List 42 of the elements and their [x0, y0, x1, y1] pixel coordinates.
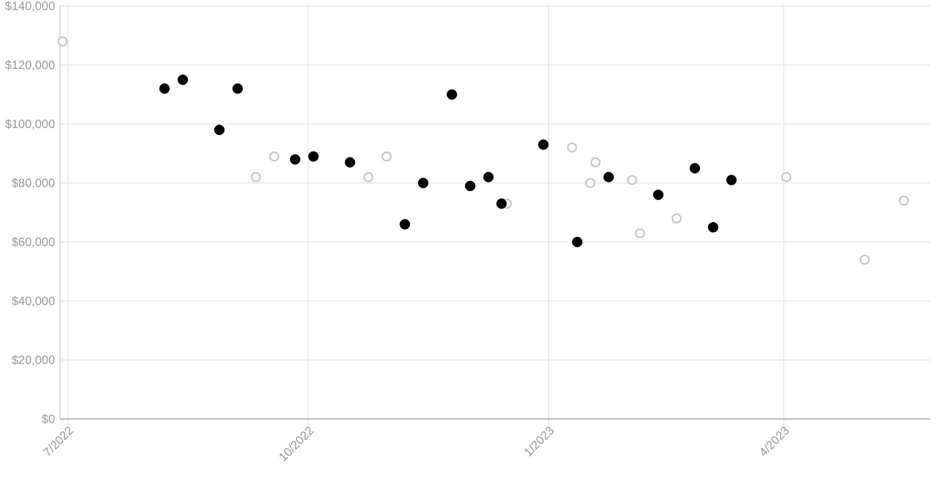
point	[400, 219, 410, 230]
point	[363, 172, 374, 182]
point	[159, 83, 170, 94]
point	[232, 83, 243, 94]
point	[178, 74, 188, 85]
point	[250, 172, 261, 182]
point	[496, 198, 507, 209]
point	[860, 254, 870, 265]
point	[290, 154, 300, 165]
point	[585, 178, 596, 188]
point	[690, 163, 700, 174]
point	[627, 175, 638, 186]
point	[590, 157, 601, 168]
point	[538, 139, 549, 150]
y-tick-label: $100,000	[4, 116, 56, 131]
point	[269, 151, 280, 162]
point	[382, 151, 392, 162]
point	[446, 89, 458, 100]
point	[214, 124, 225, 136]
point	[781, 172, 792, 182]
point	[672, 213, 682, 224]
point	[603, 172, 614, 182]
point	[418, 178, 428, 188]
point	[708, 222, 718, 232]
y-tick-label: $140,000	[4, 0, 56, 13]
point	[344, 157, 356, 168]
point	[653, 190, 664, 200]
point	[464, 180, 476, 192]
point	[483, 172, 494, 182]
y-tick-label: $60,000	[12, 234, 56, 249]
point	[726, 174, 737, 186]
point	[308, 151, 319, 162]
point	[634, 228, 646, 238]
y-tick-label: $0	[42, 412, 56, 426]
point	[58, 36, 68, 46]
y-tick-label: $20,000	[12, 352, 56, 367]
point	[567, 142, 578, 153]
y-tick-label: $80,000	[12, 176, 56, 190]
y-tick-label: $120,000	[4, 58, 56, 72]
point	[572, 236, 583, 248]
point	[898, 196, 909, 206]
y-tick-label: $40,000	[12, 294, 56, 308]
